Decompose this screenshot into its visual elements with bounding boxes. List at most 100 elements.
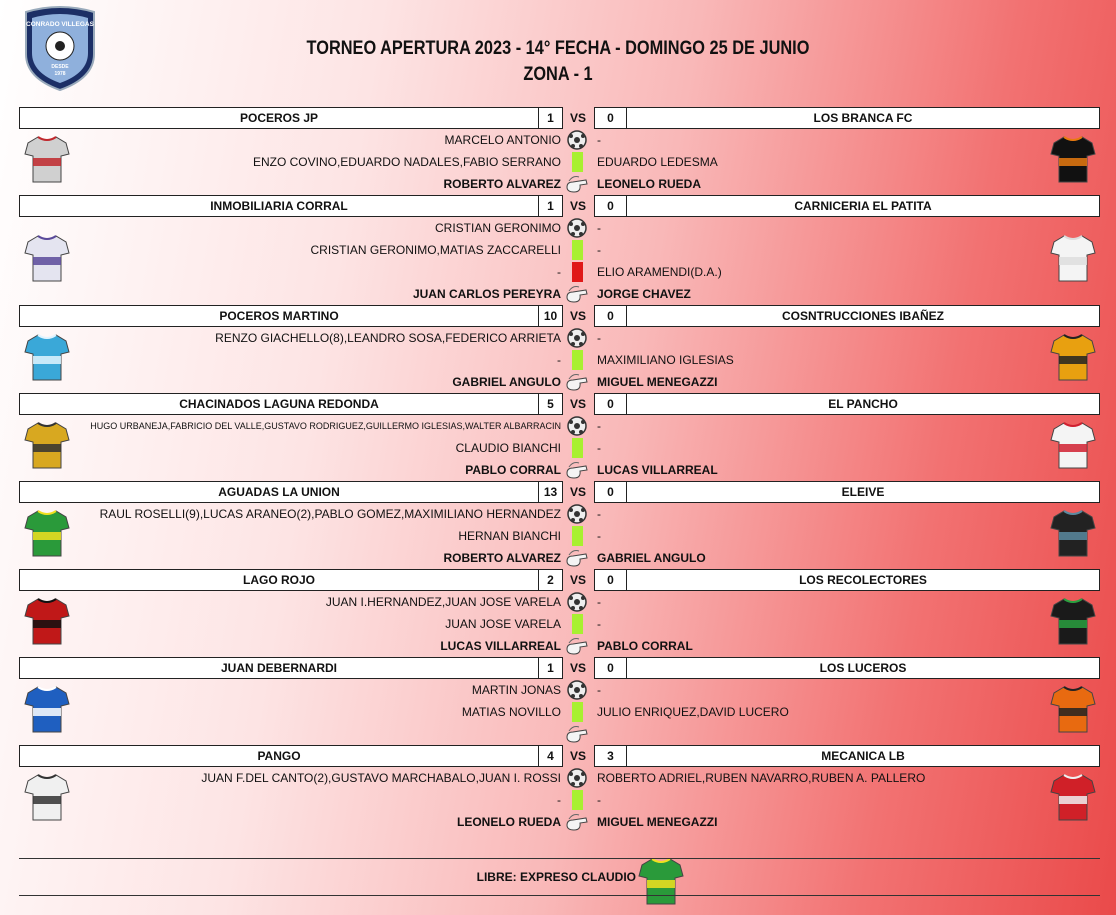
home-score: 10: [538, 305, 563, 327]
ball-icon: [567, 218, 587, 238]
away-score: 0: [594, 107, 627, 129]
home-shirt: [24, 422, 70, 469]
home-shirt: [24, 774, 70, 821]
ball-icon: [567, 680, 587, 700]
left-entry: HUGO URBANEJA,FABRICIO DEL VALLE,GUSTAVO…: [90, 421, 561, 431]
ball-icon: [567, 130, 587, 150]
right-entry: ELIO ARAMENDI(D.A.): [597, 265, 722, 279]
right-entry: EDUARDO LEDESMA: [597, 155, 718, 169]
title: TORNEO APERTURA 2023 - 14° FECHA - DOMIN…: [306, 38, 810, 59]
away-score: 0: [594, 657, 627, 679]
home-team: PANGO: [19, 745, 539, 767]
right-entry: JULIO ENRIQUEZ,DAVID LUCERO: [597, 705, 789, 719]
left-entry: JUAN CARLOS PEREYRA: [412, 287, 561, 301]
right-entry: ROBERTO ADRIEL,RUBEN NAVARRO,RUBEN A. PA…: [597, 771, 926, 785]
right-entry: LUCAS VILLARREAL: [597, 463, 718, 477]
away-shirt: [1050, 136, 1096, 183]
away-score: 0: [594, 195, 627, 217]
left-entry: JUAN I.HERNANDEZ,JUAN JOSE VARELA: [325, 595, 561, 609]
left-entry: HERNAN BIANCHI: [458, 529, 561, 543]
away-shirt: [1050, 686, 1096, 733]
vs-label: VS: [569, 485, 586, 499]
left-entry: PABLO CORRAL: [465, 463, 561, 477]
home-score: 2: [538, 569, 563, 591]
left-entry: CRISTIAN GERONIMO,MATIAS ZACCARELLI: [310, 243, 561, 257]
right-entry: MAXIMILIANO IGLESIAS: [597, 353, 734, 367]
right-entry: -: [597, 331, 601, 345]
free-team-shirt: [638, 858, 684, 905]
whistle-icon: [566, 726, 588, 743]
away-score: 3: [594, 745, 627, 767]
right-entry: -: [597, 617, 601, 631]
yellow-icon: [572, 438, 583, 458]
away-team: MECANICA LB: [626, 745, 1100, 767]
left-entry: LUCAS VILLARREAL: [440, 639, 561, 653]
left-entry: RENZO GIACHELLO(8),LEANDRO SOSA,FEDERICO…: [215, 331, 561, 345]
left-entry: MARCELO ANTONIO: [444, 133, 561, 147]
left-entry: -: [557, 793, 561, 807]
whistle-icon: [566, 550, 588, 567]
away-team: COSNTRUCCIONES IBAÑEZ: [626, 305, 1100, 327]
whistle-icon: [566, 638, 588, 655]
right-entry: -: [597, 595, 601, 609]
away-shirt: [1050, 422, 1096, 469]
subtitle: ZONA - 1: [523, 64, 593, 85]
vs-label: VS: [569, 749, 586, 763]
whistle-icon: [566, 374, 588, 391]
home-shirt: [24, 334, 70, 381]
left-entry: MATIAS NOVILLO: [461, 705, 561, 719]
away-score: 0: [594, 305, 627, 327]
home-team: AGUADAS LA UNION: [19, 481, 539, 503]
right-entry: -: [597, 683, 601, 697]
left-entry: GABRIEL ANGULO: [452, 375, 561, 389]
home-shirt: [24, 510, 70, 557]
away-score: 0: [594, 393, 627, 415]
left-entry: -: [557, 353, 561, 367]
separator: [19, 858, 1100, 859]
left-entry: MARTIN JONAS: [471, 683, 561, 697]
home-shirt: [24, 686, 70, 733]
home-score: 13: [538, 481, 563, 503]
ball-icon: [567, 768, 587, 788]
away-score: 0: [594, 481, 627, 503]
vs-label: VS: [569, 573, 586, 587]
vs-label: VS: [569, 397, 586, 411]
home-team: POCEROS JP: [19, 107, 539, 129]
whistle-icon: [566, 462, 588, 479]
left-entry: CRISTIAN GERONIMO: [434, 221, 561, 235]
away-team: EL PANCHO: [626, 393, 1100, 415]
home-score: 1: [538, 107, 563, 129]
right-entry: -: [597, 507, 601, 521]
ball-icon: [567, 592, 587, 612]
yellow-icon: [572, 240, 583, 260]
away-shirt: [1050, 774, 1096, 821]
right-entry: MIGUEL MENEGAZZI: [597, 375, 718, 389]
vs-label: VS: [569, 309, 586, 323]
right-entry: JORGE CHAVEZ: [597, 287, 691, 301]
logo-name: CONRADO VILLEGAS: [26, 21, 95, 28]
free-team: LIBRE: EXPRESO CLAUDIO: [476, 870, 636, 884]
yellow-icon: [572, 152, 583, 172]
left-entry: ENZO COVINO,EDUARDO NADALES,FABIO SERRAN…: [252, 155, 561, 169]
logo-since: DESDE: [51, 64, 69, 70]
vs-label: VS: [569, 111, 586, 125]
home-score: 1: [538, 657, 563, 679]
yellow-icon: [572, 526, 583, 546]
away-shirt: [1050, 510, 1096, 557]
home-team: INMOBILIARIA CORRAL: [19, 195, 539, 217]
right-entry: -: [597, 529, 601, 543]
right-entry: -: [597, 793, 601, 807]
home-team: LAGO ROJO: [19, 569, 539, 591]
home-shirt: [24, 598, 70, 645]
yellow-icon: [572, 702, 583, 722]
left-entry: LEONELO RUEDA: [456, 815, 561, 829]
right-entry: LEONELO RUEDA: [597, 177, 702, 191]
away-shirt: [1050, 598, 1096, 645]
away-shirt: [1050, 235, 1096, 282]
vs-label: VS: [569, 661, 586, 675]
ball-icon: [567, 504, 587, 524]
away-team: ELEIVE: [626, 481, 1100, 503]
home-team: JUAN DEBERNARDI: [19, 657, 539, 679]
separator: [19, 895, 1100, 896]
